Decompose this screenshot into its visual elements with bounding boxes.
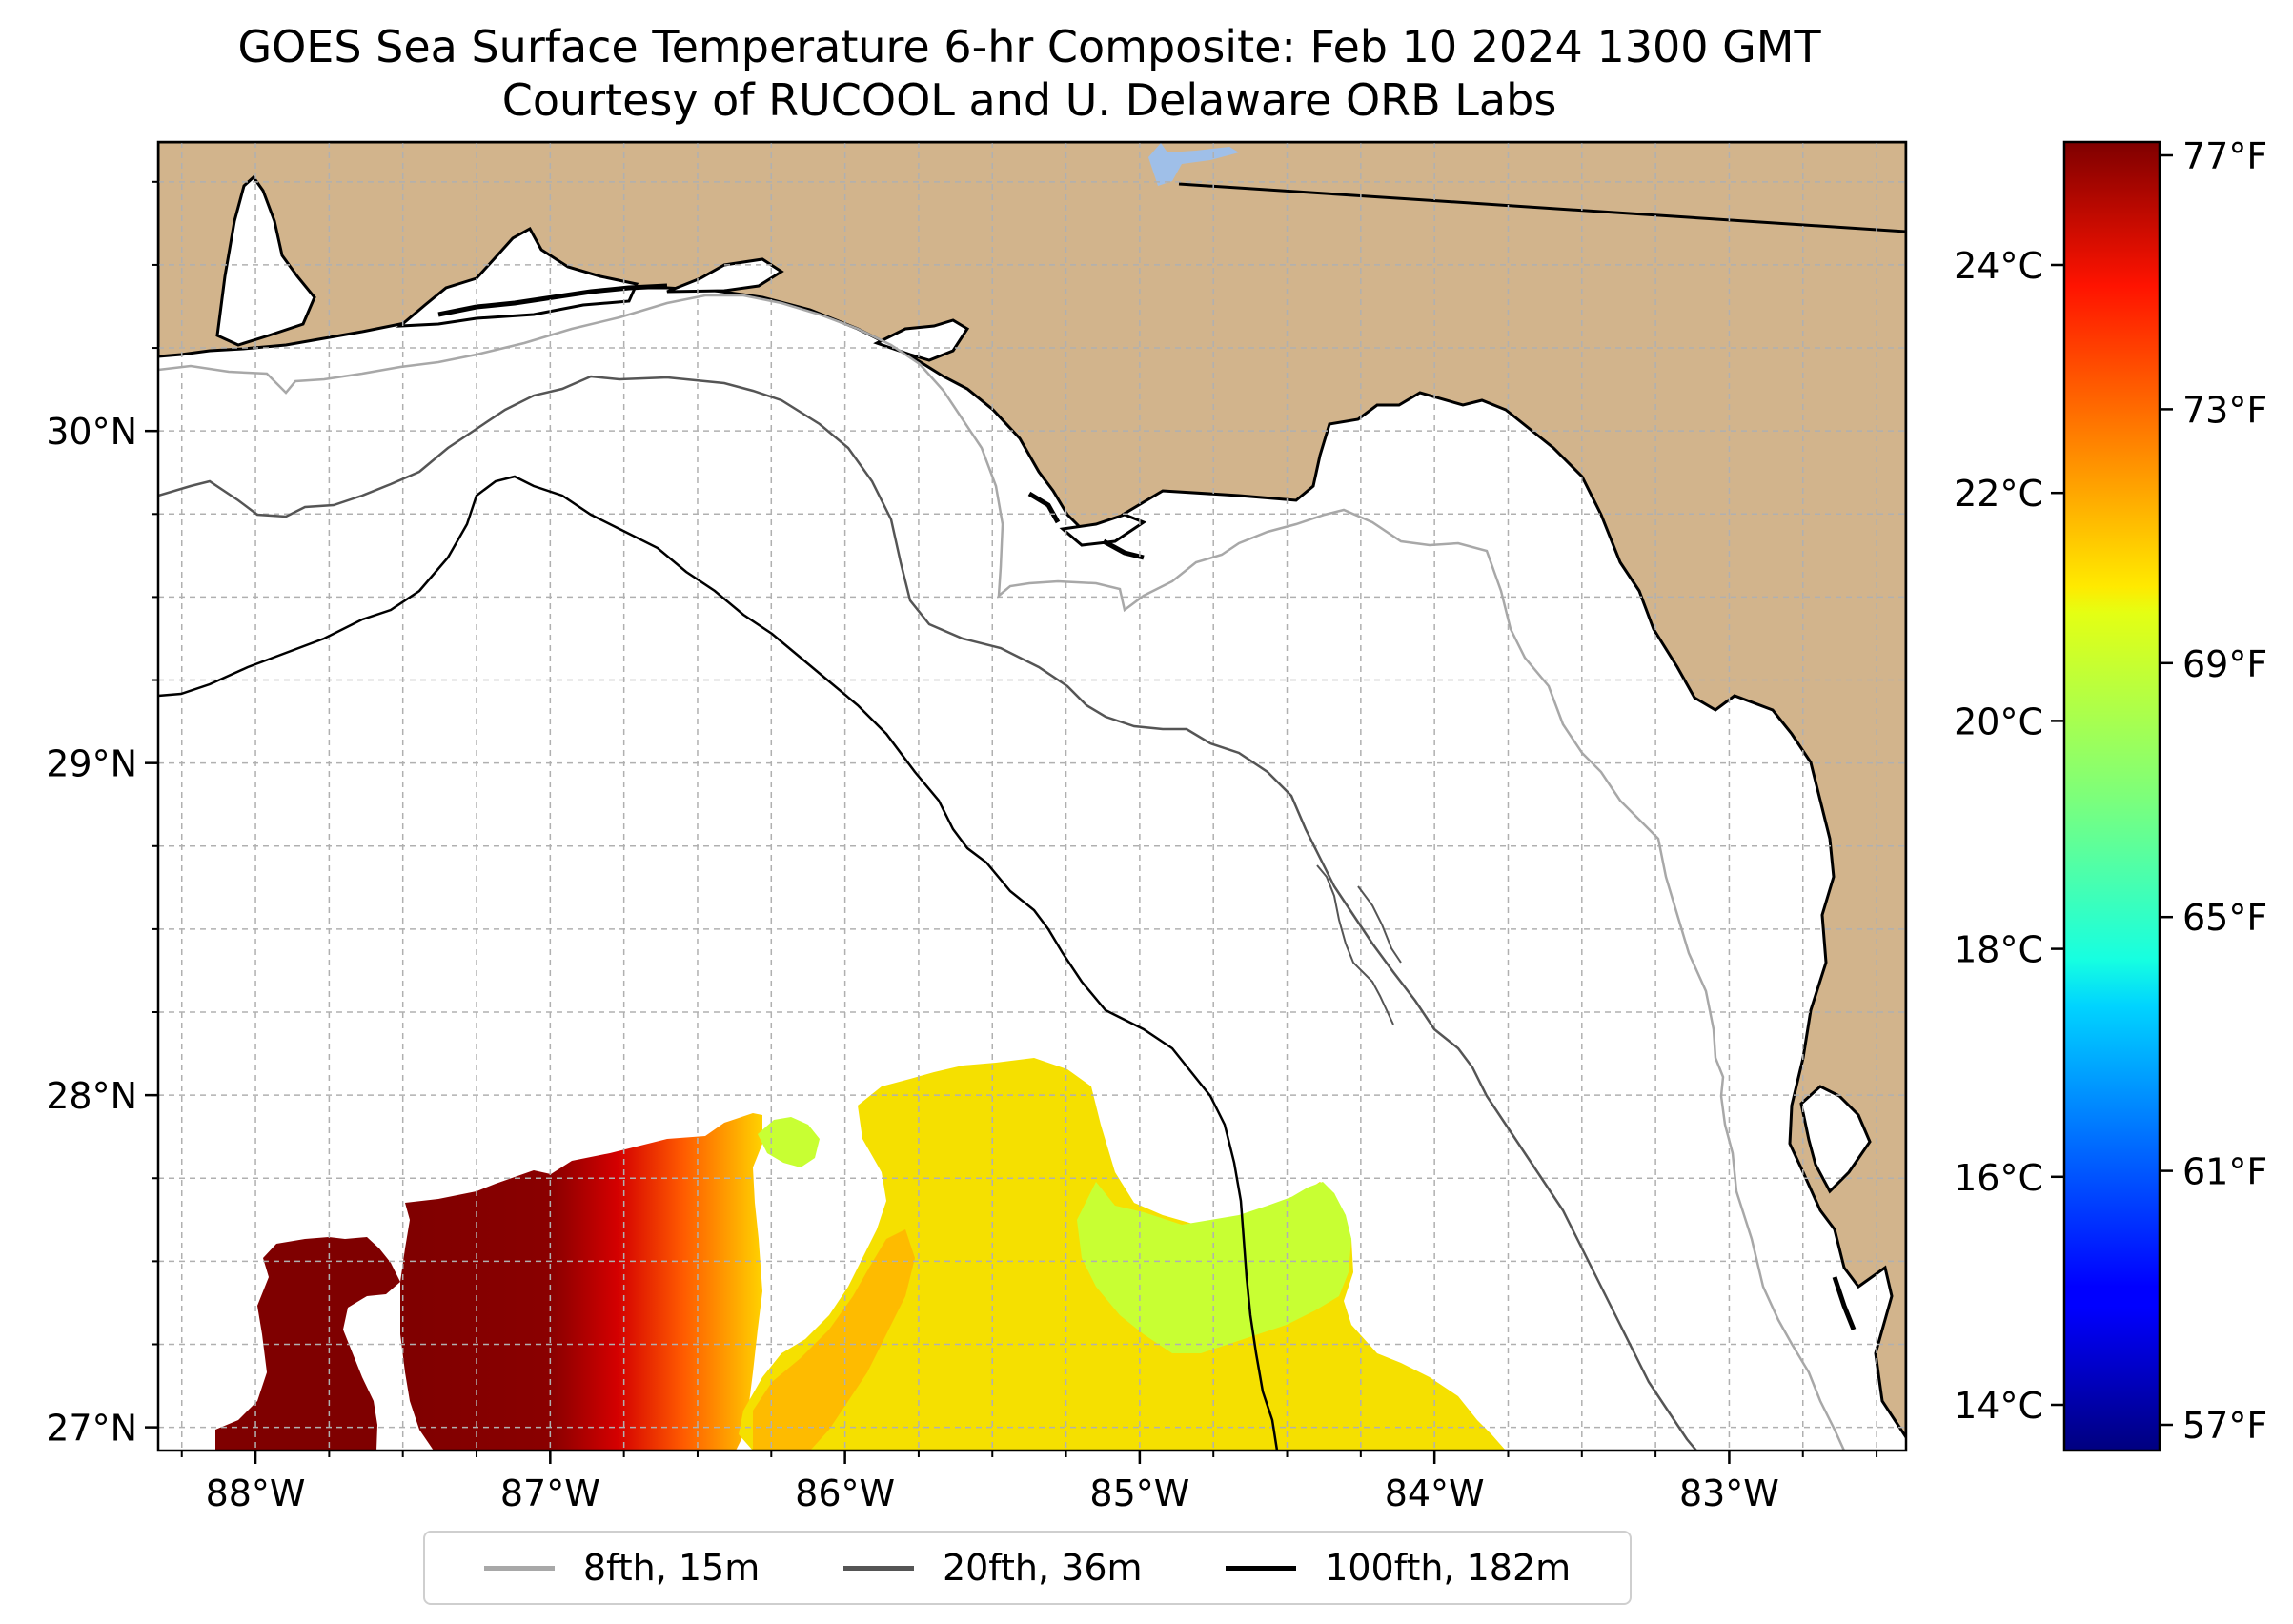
state-boundary [1178,182,1906,233]
sst-patch-small-green [758,1117,820,1167]
colorbar-c-label: 20°C [1954,700,2043,742]
sst-patch-orange [753,1229,915,1451]
y-tick-label: 27°N [46,1408,137,1450]
colorbar-c-label: 18°C [1954,929,2043,971]
y-tick-label: 28°N [46,1075,137,1117]
isobath-islands [1316,864,1402,1025]
x-tick-label: 83°W [1679,1472,1779,1514]
isobath-20fth [158,375,1697,1451]
legend-label-8fth: 8fth, 15m [582,1547,761,1589]
tampa-bay [1799,1085,1872,1194]
legend-label-100fth: 100fth, 182m [1325,1547,1572,1589]
legend-item-8fth: 8fth, 15m [483,1547,761,1589]
y-tick-label: 29°N [46,743,137,785]
x-axis: 88°W 87°W 86°W 85°W 84°W 83°W [180,1451,1878,1514]
colorbar-celsius-axis: 24°C 22°C 20°C 18°C 16°C 14°C [1954,245,2064,1427]
y-axis: 30°N 29°N 28°N 27°N [46,180,158,1450]
sst-patch-central [400,1113,762,1451]
legend-swatch-8fth [483,1565,555,1571]
colorbar-f-label: 69°F [2182,643,2267,685]
colorbar [2062,140,2161,1452]
mobile-bay [215,174,316,347]
choctawhatchee-bay [666,257,784,294]
legend-item-100fth: 100fth, 182m [1226,1547,1571,1589]
isobath-100fth [158,475,1279,1451]
colorbar-c-label: 14°C [1954,1385,2043,1427]
x-tick-label: 85°W [1089,1472,1189,1514]
legend-swatch-100fth [1226,1565,1297,1571]
x-tick-label: 86°W [795,1472,895,1514]
map-title: GOES Sea Surface Temperature 6-hr Compos… [237,21,1821,72]
colorbar-c-label: 16°C [1954,1157,2043,1199]
isobath-8fth [158,294,1846,1451]
colorbar-f-label: 65°F [2182,897,2267,939]
x-tick-label: 84°W [1385,1472,1485,1514]
colorbar-c-label: 22°C [1954,473,2043,515]
colorbar-c-label: 24°C [1954,245,2043,287]
y-tick-label: 30°N [46,411,137,453]
x-tick-label: 87°W [500,1472,600,1514]
map-frame [156,140,1908,1452]
colorbar-f-label: 77°F [2182,135,2267,177]
x-tick-label: 88°W [206,1472,306,1514]
legend-swatch-20fth [842,1565,914,1571]
legend-label-20fth: 20fth, 36m [942,1547,1143,1589]
colorbar-f-label: 61°F [2182,1151,2267,1193]
legend-item-20fth: 20fth, 36m [842,1547,1143,1589]
sst-patch-yellowgreen [1077,1182,1351,1353]
apalachicola-bay [1059,513,1147,547]
colorbar-f-label: 73°F [2182,389,2267,431]
lake [1148,143,1239,186]
colorbar-fahrenheit-axis: 77°F 73°F 69°F 65°F 61°F 57°F [2160,135,2267,1447]
colorbar-f-label: 57°F [2182,1405,2267,1447]
map-subtitle: Courtesy of RUCOOL and U. Delaware ORB L… [501,74,1557,126]
barrier-islands [437,283,1857,1330]
graticule [158,142,1906,1451]
isobath-legend: 8fth, 15m 20fth, 36m 100fth, 182m [423,1531,1632,1605]
pensacola-bay [396,226,639,328]
